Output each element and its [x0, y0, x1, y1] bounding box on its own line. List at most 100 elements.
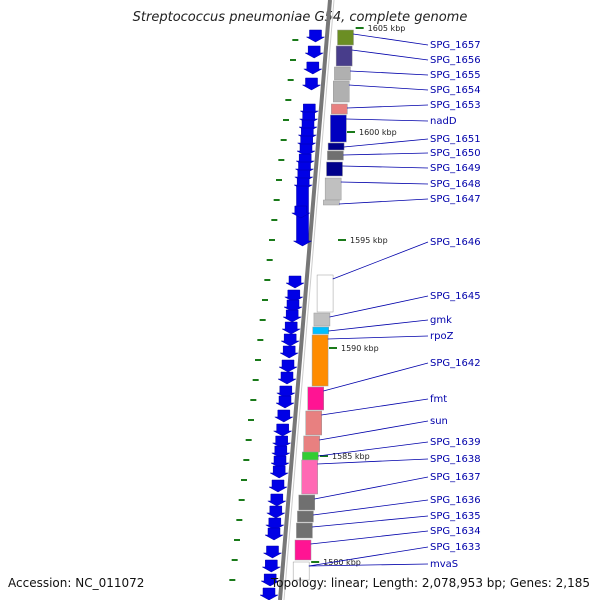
gene-label[interactable]: SPG_1647: [430, 194, 481, 205]
cds-arrow[interactable]: [280, 333, 301, 347]
gene-label[interactable]: SPG_1648: [430, 179, 481, 190]
gene-label[interactable]: SPG_1636: [430, 495, 481, 506]
gene-label[interactable]: nadD: [430, 116, 457, 127]
cog-box[interactable]: [334, 66, 351, 81]
cog-box[interactable]: [333, 80, 350, 103]
cds-arrow[interactable]: [271, 435, 292, 449]
cog-box[interactable]: [307, 386, 324, 411]
gene-label[interactable]: SPG_1650: [430, 148, 481, 159]
gene-label[interactable]: SPG_1645: [430, 291, 481, 302]
label-leader: [313, 499, 429, 516]
label-leader: [319, 420, 429, 441]
cog-box[interactable]: [303, 435, 320, 453]
label-leader: [328, 319, 429, 332]
label-leader: [323, 362, 429, 392]
gene-label[interactable]: SPG_1633: [430, 542, 481, 553]
cds-arrow[interactable]: [282, 309, 303, 323]
cds-arrow[interactable]: [290, 205, 311, 219]
cog-box[interactable]: [327, 150, 344, 161]
cds-arrow[interactable]: [275, 385, 296, 399]
cog-box[interactable]: [337, 29, 354, 46]
gene-label[interactable]: SPG_1655: [430, 70, 481, 81]
cog-box[interactable]: [301, 459, 318, 495]
scale-tick-label: 1595 kbp: [350, 236, 388, 245]
cds-arrow[interactable]: [270, 455, 290, 469]
cog-box[interactable]: [313, 312, 331, 327]
cds-arrow[interactable]: [304, 45, 325, 59]
cds-arrow[interactable]: [285, 275, 305, 289]
label-leader: [332, 241, 429, 280]
cog-box[interactable]: [311, 334, 329, 387]
gene-label[interactable]: SPG_1649: [430, 163, 481, 174]
cog-box[interactable]: [292, 561, 310, 581]
cog-box[interactable]: [324, 177, 342, 201]
cog-box[interactable]: [298, 494, 315, 511]
gene-label[interactable]: SPG_1642: [430, 358, 481, 369]
cds-arrow[interactable]: [275, 395, 295, 409]
cds-arrow[interactable]: [264, 527, 284, 541]
label-leader: [308, 546, 429, 567]
gene-label[interactable]: SPG_1637: [430, 472, 481, 483]
gene-label[interactable]: SPG_1635: [430, 511, 481, 522]
gene-label[interactable]: gmk: [430, 315, 452, 326]
cds-arrow[interactable]: [283, 289, 304, 303]
cog-box[interactable]: [326, 161, 343, 177]
cog-box[interactable]: [316, 274, 334, 313]
cds-arrow[interactable]: [272, 423, 293, 437]
cds-arrow[interactable]: [273, 409, 294, 423]
cog-box[interactable]: [323, 199, 340, 206]
gene-label[interactable]: SPG_1654: [430, 85, 481, 96]
gene-label[interactable]: SPG_1653: [430, 100, 481, 111]
cog-box[interactable]: [302, 451, 319, 461]
cds-arrow[interactable]: [270, 445, 291, 459]
gene-label[interactable]: SPG_1639: [430, 437, 481, 448]
cog-box[interactable]: [305, 410, 322, 436]
cog-box[interactable]: [294, 539, 312, 561]
page-title: Streptococcus pneumoniae G54, complete g…: [132, 10, 468, 25]
cds-arrow[interactable]: [264, 517, 285, 531]
cds-arrow[interactable]: [262, 545, 283, 559]
label-leader: [329, 295, 429, 318]
cds-arrow[interactable]: [260, 573, 281, 587]
label-leader: [317, 458, 429, 465]
topology-summary: Topology: linear; Length: 2,078,953 bp; …: [270, 576, 590, 590]
gene-label[interactable]: sun: [430, 416, 448, 427]
label-leader: [308, 563, 429, 567]
cds-arrow[interactable]: [278, 359, 298, 373]
gene-label[interactable]: SPG_1634: [430, 526, 481, 537]
cds-arrow[interactable]: [265, 505, 286, 519]
gene-label[interactable]: SPG_1656: [430, 55, 481, 66]
cds-arrow[interactable]: [279, 345, 300, 359]
cog-box[interactable]: [327, 142, 345, 151]
cog-box[interactable]: [312, 326, 329, 335]
cds-arrow[interactable]: [259, 587, 279, 600]
cds-arrow[interactable]: [269, 465, 290, 479]
cog-box[interactable]: [335, 45, 353, 67]
scale-tick-label: 1585 kbp: [332, 452, 370, 461]
cds-arrow[interactable]: [283, 299, 303, 313]
gene-label[interactable]: mvaS: [430, 559, 458, 570]
cds-arrow[interactable]: [305, 29, 326, 43]
cds-arrow[interactable]: [268, 479, 288, 493]
cds-arrow[interactable]: [281, 321, 302, 335]
label-leader: [327, 335, 429, 340]
cog-box[interactable]: [296, 522, 313, 539]
gene-label[interactable]: SPG_1646: [430, 237, 481, 248]
scale-tick-label: 1580 kbp: [323, 558, 361, 567]
cds-arrow[interactable]: [302, 61, 323, 75]
cds-arrow[interactable]: [277, 371, 297, 385]
gene-label[interactable]: SPG_1651: [430, 134, 481, 145]
gene-label[interactable]: rpoZ: [430, 331, 454, 342]
cog-box[interactable]: [331, 103, 348, 115]
cds-arrow[interactable]: [266, 493, 287, 507]
gene-label[interactable]: SPG_1657: [430, 40, 481, 51]
gene-label[interactable]: fmt: [430, 394, 447, 405]
cds-arrow[interactable]: [261, 559, 282, 573]
cds-arrow[interactable]: [301, 77, 322, 91]
cog-box[interactable]: [297, 510, 314, 523]
label-leader: [351, 49, 429, 61]
gene-label[interactable]: SPG_1638: [430, 454, 481, 465]
cog-box[interactable]: [330, 114, 347, 143]
cds-arrow[interactable]: [296, 143, 316, 157]
